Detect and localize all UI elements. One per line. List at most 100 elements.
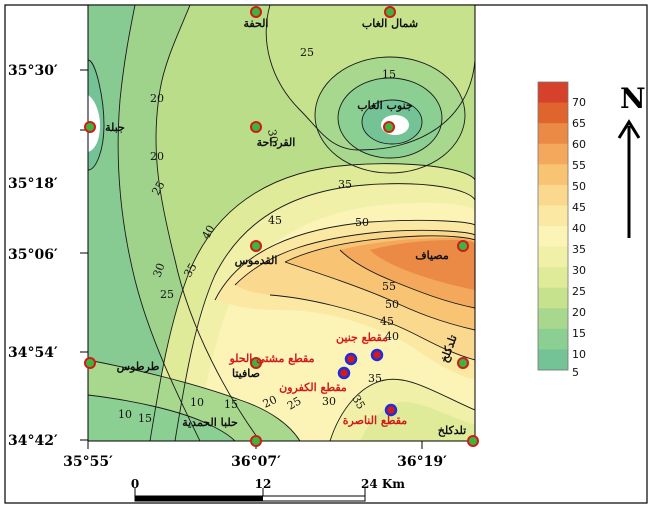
legend-label: 15	[572, 327, 586, 340]
longitude-label: 35°55′	[63, 454, 113, 470]
legend-swatch	[538, 143, 568, 165]
scale-label: 12	[255, 477, 272, 491]
contour-label: 35	[368, 372, 382, 385]
contour-label: 10	[190, 396, 204, 409]
legend-label: 25	[572, 285, 586, 298]
longitude-label: 36°07′	[231, 454, 281, 470]
north-arrow: N	[617, 82, 646, 238]
contour-label: 15	[382, 68, 396, 81]
map-border	[87, 4, 476, 442]
legend-label: 55	[572, 159, 586, 172]
contour-label: 15	[138, 412, 152, 425]
scale-bar-segment-dark	[135, 496, 263, 501]
contour-label: 50	[385, 298, 399, 311]
latitude-label: 35°18′	[8, 176, 58, 192]
contour-label: 30	[151, 261, 168, 279]
contour-label: 25	[300, 46, 314, 59]
legend-swatch	[538, 287, 568, 309]
contour-label: 45	[268, 214, 282, 227]
legend-label: 65	[572, 117, 586, 130]
contour-label: 25	[285, 394, 304, 412]
section-labels: مقطع جنين مقطع مشتى الحلو مقطع الكفرون م…	[228, 331, 407, 427]
legend-swatch	[538, 82, 568, 103]
city-marker-icon	[250, 240, 262, 252]
legend-value-labels: 70 65 60 55 50 45 40 35 30 25 20 15 10 5	[572, 96, 586, 379]
north-arrow-head-icon	[617, 119, 641, 139]
legend-swatch	[538, 349, 568, 371]
legend-label: 70	[572, 96, 586, 109]
contour-lines	[88, 5, 475, 441]
north-arrow-label: N	[620, 82, 646, 115]
section-marker-icon	[337, 366, 351, 380]
legend-swatch	[538, 308, 568, 330]
scale-label: 0	[131, 477, 139, 491]
city-marker-icon	[384, 6, 396, 18]
legend-swatch	[538, 123, 568, 145]
contour-label: 20	[150, 150, 164, 163]
legend-label: 50	[572, 180, 586, 193]
city-label: صافيتا	[232, 367, 260, 380]
longitude-labels: 35°55′ 36°07′ 36°19′	[63, 454, 447, 470]
city-markers	[84, 6, 479, 447]
city-label: شمال الغاب	[362, 17, 418, 30]
legend-swatch	[538, 184, 568, 206]
city-marker-icon	[250, 357, 262, 369]
legend-label: 60	[572, 138, 586, 151]
section-label: مقطع الناصرة	[343, 414, 408, 427]
legend-label: 35	[572, 243, 586, 256]
legend-swatches	[537, 81, 569, 371]
legend-label: 30	[572, 264, 586, 277]
contour-label: 40	[385, 330, 399, 343]
city-marker-icon	[250, 6, 262, 18]
city-label: جنوب الغاب	[357, 99, 413, 112]
latitude-label: 34°42′	[8, 433, 58, 449]
legend-label: 5	[572, 366, 579, 379]
section-markers	[337, 348, 398, 417]
contour-label: 35	[338, 178, 352, 191]
contour-label: 40	[199, 223, 217, 242]
contour-label: 20	[150, 92, 164, 105]
contour-label: 25	[149, 179, 167, 198]
contour-label: 10	[118, 408, 132, 421]
contour-value-labels: 10 15 20 25 25 15 30 20 25 40 35 30 35 4…	[118, 46, 399, 425]
legend-label: 45	[572, 201, 586, 214]
legend-swatch	[538, 267, 568, 289]
legend-label: 20	[572, 306, 586, 319]
color-legend: 70 65 60 55 50 45 40 35 30 25 20 15 10 5	[537, 81, 586, 379]
latitude-labels: 35°30′ 35°18′ 35°06′ 34°54′ 34°42′	[8, 63, 58, 449]
section-marker-icon	[384, 403, 398, 417]
city-marker-icon	[84, 121, 96, 133]
latitude-label: 34°54′	[8, 345, 58, 361]
legend-swatch	[538, 102, 568, 124]
contour-label: 15	[224, 398, 238, 411]
city-marker-icon	[250, 121, 262, 133]
legend-swatch	[538, 328, 568, 350]
elevation-surface	[88, 5, 475, 441]
scale-bar: 0 12 24 Km	[131, 477, 405, 502]
legend-swatch	[538, 164, 568, 186]
section-label: مقطع جنين	[336, 331, 388, 344]
longitude-label: 36°19′	[397, 454, 447, 470]
city-marker-icon	[250, 435, 262, 447]
city-label: تلدكلخ	[438, 424, 466, 437]
city-marker-icon	[457, 240, 469, 252]
legend-label: 10	[572, 348, 586, 361]
city-marker-icon	[457, 357, 469, 369]
city-labels: الحفة شمال الغاب جبلة جنوب الغاب القرداح…	[105, 17, 466, 437]
city-marker-icon	[383, 121, 395, 133]
latitude-label: 35°06′	[8, 247, 58, 263]
legend-frame	[537, 81, 569, 371]
section-marker-icon	[344, 352, 358, 366]
city-marker-icon	[84, 357, 96, 369]
contour-label: 45	[380, 315, 394, 328]
city-label: طرطوس	[117, 360, 160, 373]
contour-label: 30	[265, 128, 280, 144]
section-label: مقطع الكفرون	[279, 381, 347, 394]
legend-label: 40	[572, 222, 586, 235]
contour-label: 25	[160, 288, 174, 301]
city-label: الحفة	[244, 17, 269, 30]
legend-swatch	[538, 246, 568, 268]
contour-label: 55	[382, 280, 396, 293]
